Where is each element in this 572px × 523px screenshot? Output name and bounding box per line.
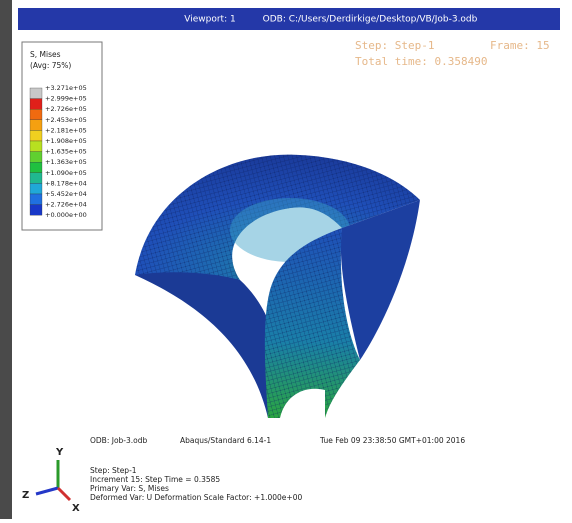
triad-y-label: Y (55, 447, 64, 458)
legend-label: +0.000e+00 (45, 211, 87, 219)
legend-subtitle: (Avg: 75%) (30, 61, 71, 70)
legend-swatch (30, 120, 42, 131)
info-odb: ODB: Job-3.odb (90, 436, 148, 445)
legend-swatch (30, 109, 42, 120)
legend-label: +2.726e+04 (45, 201, 87, 209)
legend-swatch (30, 141, 42, 152)
legend-swatch (30, 152, 42, 163)
legend-label: +1.635e+05 (45, 148, 87, 156)
info-increment: Increment 15: Step Time = 0.3585 (90, 475, 220, 484)
legend-label: +2.999e+05 (45, 95, 87, 103)
legend-label: +1.090e+05 (45, 169, 87, 177)
legend-swatch (30, 88, 42, 99)
status-frame: Frame: 15 (490, 39, 550, 52)
legend-swatch (30, 183, 42, 194)
info-date: Tue Feb 09 23:38:50 GMT+01:00 2016 (319, 436, 465, 445)
side-strip (0, 0, 12, 519)
legend-label: +2.453e+05 (45, 116, 87, 124)
legend-swatch (30, 130, 42, 141)
legend-title: S, Mises (30, 50, 61, 59)
legend-label: +8.178e+04 (45, 179, 87, 187)
legend: S, Mises (Avg: 75%) +3.271e+05 +2.999e+05… (22, 42, 102, 230)
status-step: Step: Step-1 (355, 39, 434, 52)
legend-label: +2.181e+05 (45, 126, 87, 134)
legend-swatch (30, 205, 42, 216)
info-solver: Abaqus/Standard 6.14-1 (180, 436, 271, 445)
triad-z-label: Z (22, 490, 29, 501)
odb-path: ODB: C:/Users/Derdirkige/Desktop/VB/Job-… (263, 15, 478, 25)
legend-swatch (30, 173, 42, 184)
screenshot: Viewport: 1 ODB: C:/Users/Derdirkige/Des… (0, 0, 572, 519)
legend-swatch (30, 162, 42, 173)
legend-label: +5.452e+04 (45, 190, 87, 198)
legend-label: +1.908e+05 (45, 137, 87, 145)
legend-swatch (30, 99, 42, 110)
triad-x-label: X (72, 503, 80, 514)
legend-swatch (30, 194, 42, 205)
viewport-title: Viewport: 1 (184, 15, 235, 25)
status-time: Total time: 0.358490 (355, 55, 487, 68)
legend-label: +2.726e+05 (45, 105, 87, 113)
legend-label: +1.363e+05 (45, 158, 87, 166)
legend-label: +3.271e+05 (45, 84, 87, 92)
info-primary: Primary Var: S, Mises (90, 484, 169, 493)
info-step: Step: Step-1 (90, 466, 137, 475)
info-deformed: Deformed Var: U Deformation Scale Factor… (90, 493, 302, 502)
